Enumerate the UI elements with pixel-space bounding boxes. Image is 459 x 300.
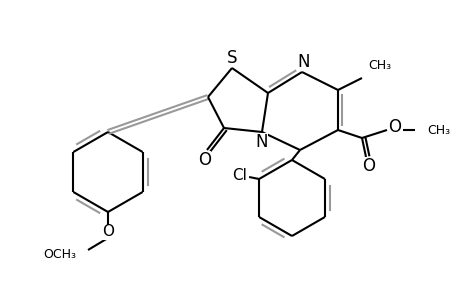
- Text: O: O: [102, 224, 114, 239]
- Text: S: S: [226, 49, 237, 67]
- Text: O: O: [388, 118, 401, 136]
- Text: OCH₃: OCH₃: [43, 248, 76, 262]
- Text: CH₃: CH₃: [367, 59, 390, 72]
- Text: N: N: [255, 133, 268, 151]
- Text: O: O: [198, 151, 211, 169]
- Text: O: O: [362, 157, 375, 175]
- Text: CH₃: CH₃: [426, 124, 449, 136]
- Text: Cl: Cl: [231, 167, 246, 182]
- Text: N: N: [297, 53, 309, 71]
